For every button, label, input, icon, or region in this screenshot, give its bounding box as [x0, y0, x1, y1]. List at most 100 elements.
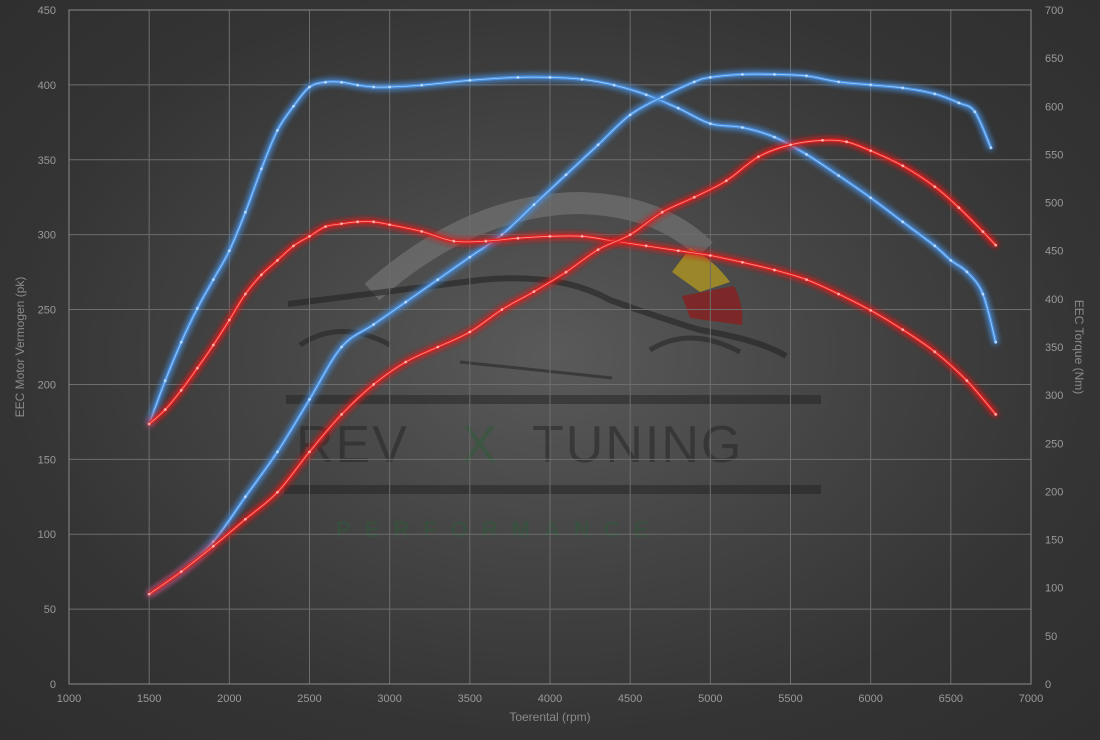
data-point [837, 80, 840, 84]
data-point [564, 270, 568, 274]
data-point [388, 85, 392, 89]
y-right-tick-label: 650 [1045, 53, 1063, 65]
data-point [644, 93, 648, 97]
data-point [692, 195, 696, 199]
data-point [741, 73, 744, 76]
data-point [757, 155, 760, 159]
data-point [308, 234, 311, 238]
data-point [821, 138, 824, 142]
data-point [211, 544, 215, 548]
data-point [195, 366, 199, 370]
data-point [596, 248, 600, 252]
logo-car-wheel-rear [648, 335, 742, 355]
data-point [957, 206, 961, 210]
data-point [276, 490, 279, 494]
data-point [994, 243, 998, 247]
y-right-tick-label: 350 [1045, 342, 1063, 354]
x-tick-label: 6000 [858, 693, 882, 705]
x-tick-label: 4000 [538, 693, 562, 705]
data-point [805, 153, 808, 156]
data-point [981, 292, 985, 296]
logo-text-performance: PERFORMANCE [336, 517, 662, 542]
data-point [580, 234, 584, 238]
y-axis-right-title: EEC Torque (Nm) [1072, 300, 1086, 394]
logo-text-tuning: TUNING [532, 416, 743, 474]
data-point [292, 104, 295, 108]
x-tick-label: 2500 [297, 693, 321, 705]
data-point [869, 149, 873, 153]
data-point [773, 135, 776, 139]
y-right-tick-label: 50 [1045, 631, 1057, 643]
y-right-tick-label: 200 [1045, 486, 1063, 498]
data-point [436, 345, 440, 349]
logo-text-x: X [462, 416, 499, 474]
data-point [957, 101, 961, 105]
data-point [211, 343, 215, 347]
data-point [837, 292, 840, 296]
data-point [356, 83, 359, 87]
data-point [692, 80, 696, 84]
data-point [276, 450, 279, 454]
x-tick-label: 2000 [217, 693, 241, 705]
data-point [724, 179, 728, 183]
data-point [708, 122, 712, 126]
data-point [805, 278, 808, 281]
data-point [260, 167, 263, 171]
data-point [404, 360, 408, 364]
logo-text-rev: REV [296, 416, 409, 474]
series [147, 72, 998, 596]
logo-gauge-red [682, 286, 743, 325]
data-point [500, 308, 504, 311]
y-left-tick-label: 0 [50, 679, 56, 691]
data-point [211, 278, 215, 281]
axes: 1000 1500 2000 2500 3000 3500 4000 4500 5000 5500… [38, 5, 1064, 705]
series-line-1 [147, 75, 998, 426]
logo-gauge-yellow [672, 248, 730, 292]
data-point [340, 345, 343, 349]
data-point [420, 230, 424, 233]
data-point [580, 77, 584, 81]
y-left-tick-label: 450 [38, 5, 56, 17]
data-point [933, 244, 937, 248]
data-point [869, 83, 873, 87]
y-left-tick-label: 350 [38, 155, 56, 167]
data-point [901, 328, 905, 332]
y-right-tick-label: 550 [1045, 149, 1063, 161]
logo-car-sill [459, 360, 613, 380]
data-point [227, 318, 231, 322]
y-right-tick-label: 150 [1045, 535, 1063, 547]
data-point [805, 74, 808, 78]
x-tick-label: 3000 [377, 693, 401, 705]
data-point [994, 340, 998, 344]
data-point [708, 254, 712, 257]
logo-gauge-arc [364, 191, 713, 301]
data-point [741, 126, 744, 129]
data-point [179, 570, 183, 574]
data-point [372, 220, 376, 224]
y-right-tick-label: 100 [1045, 583, 1063, 595]
data-point [949, 258, 953, 262]
y-right-tick-label: 250 [1045, 438, 1063, 450]
data-point [869, 309, 873, 312]
data-point [708, 76, 712, 79]
data-point [276, 128, 279, 132]
y-right-tick-label: 600 [1045, 101, 1063, 113]
data-point [628, 233, 632, 237]
logo-bar-top [286, 395, 821, 404]
data-point [211, 540, 215, 544]
data-point [163, 408, 167, 411]
data-point [869, 196, 873, 200]
data-point [468, 330, 472, 334]
data-point [468, 78, 472, 82]
y-left-tick-label: 50 [44, 604, 56, 616]
logo-car-roof [287, 275, 788, 359]
data-point [179, 340, 183, 344]
data-point [276, 258, 279, 262]
x-tick-label: 6500 [939, 693, 963, 705]
data-point [532, 203, 536, 207]
data-point [340, 413, 343, 416]
data-point [516, 236, 520, 240]
data-point [933, 92, 937, 96]
logo-car-wheel-front [298, 329, 392, 348]
